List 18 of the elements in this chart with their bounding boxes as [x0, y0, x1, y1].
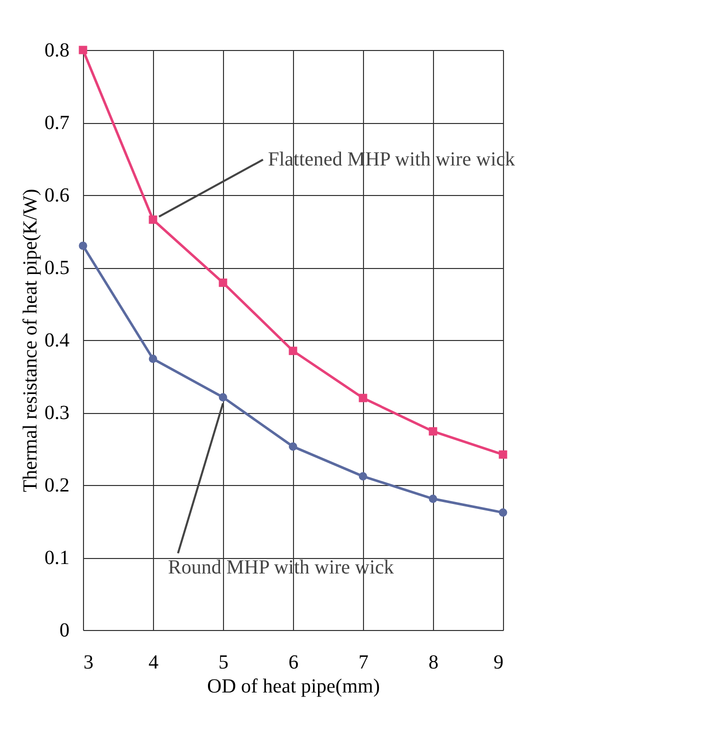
y-tick-label: 0.6 — [44, 184, 70, 206]
x-tick-label: 5 — [218, 652, 228, 674]
x-tick-label: 8 — [428, 652, 438, 674]
x-tick-label: 9 — [494, 652, 504, 674]
x-tick-label: 4 — [148, 652, 158, 674]
x-axis-title: OD of heat pipe(mm) — [207, 676, 380, 698]
x-tick-label: 6 — [288, 652, 298, 674]
y-tick-label: 0.8 — [44, 40, 70, 62]
y-tick-label: 0.3 — [44, 402, 70, 424]
y-tick-label: 0.7 — [44, 112, 70, 134]
y-tick-label: 0 — [60, 620, 70, 642]
y-tick-label: 0.2 — [44, 474, 70, 496]
y-axis-title: Thermal resistance of heat pipe(K/W) — [20, 188, 42, 492]
y-tick-label: 0.1 — [44, 547, 70, 569]
y-tick-label: 0.5 — [44, 257, 70, 279]
x-tick-label: 3 — [84, 652, 94, 674]
y-tick-label: 0.4 — [44, 330, 70, 352]
x-tick-label: 7 — [358, 652, 368, 674]
